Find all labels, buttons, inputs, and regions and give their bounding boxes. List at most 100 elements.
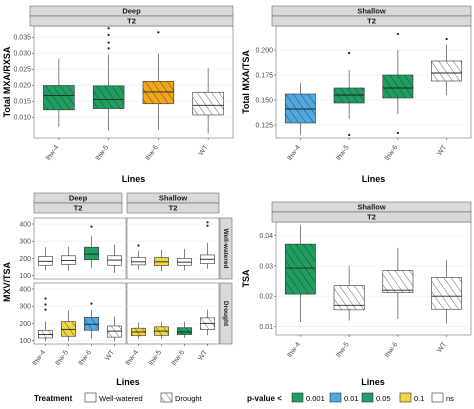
legend-key-pvalue xyxy=(361,392,374,403)
box-lhw-6 xyxy=(142,31,175,130)
panels-layer: 0.010 0.015 0.020 0.025 0.030 0.035 lhw-4 lhw-5… xyxy=(2,5,472,387)
outlier-point xyxy=(107,47,110,50)
plot-area xyxy=(126,217,220,280)
outlier-point xyxy=(396,131,399,135)
strip-sub-C-shallow-bg xyxy=(126,202,220,214)
strip-top-B: Shallow xyxy=(357,7,386,16)
box-lhw-4 xyxy=(38,247,53,271)
legend-pvalue-label: ns xyxy=(446,394,454,403)
strip-sub-D: T2 xyxy=(367,213,376,222)
x-tick-label: WT xyxy=(104,349,116,363)
y-tick-label: 300 xyxy=(19,239,31,246)
x-tick-label: lhw-4 xyxy=(287,144,302,162)
box-hatch xyxy=(431,277,462,310)
strip-top-A: Deep xyxy=(122,7,141,16)
y-tick-label: 0.020 xyxy=(13,83,31,90)
x-tick-label: lhw-6 xyxy=(145,144,160,162)
outlier-point xyxy=(44,297,47,300)
y-tick-label: 0.035 xyxy=(13,35,31,42)
y-tick-label: 100 xyxy=(19,338,31,345)
strip-sub-A-bg xyxy=(29,15,234,27)
box-hatch xyxy=(285,244,316,295)
x-tick-label: lhw-5 xyxy=(55,349,70,367)
outlier-point xyxy=(44,303,47,306)
plot-area xyxy=(33,217,127,280)
panel-C: Well-watered Drought 100 200 300 400 100 200 300… xyxy=(2,217,233,367)
box-lhw-5 xyxy=(154,249,169,272)
y-tick-label: 0.175 xyxy=(255,72,273,79)
strip-sub-C-shallow: T2 xyxy=(169,204,178,213)
x-tick-label: lhw-5 xyxy=(148,349,163,367)
outlier-point xyxy=(107,41,110,44)
box-hatch xyxy=(382,75,413,98)
strip-side-bg xyxy=(219,282,233,345)
legend-pvalue-title: p-value < xyxy=(247,394,282,403)
y-tick-label: 0.025 xyxy=(13,67,31,74)
strip-side-label: Well-watered xyxy=(222,229,229,269)
outlier-point xyxy=(90,225,93,228)
y-tick-label: 0.030 xyxy=(13,51,31,58)
y-axis-title: MXV/TSA xyxy=(2,262,12,303)
strip-side-label: Drought xyxy=(222,301,229,327)
box-hatch xyxy=(43,85,75,110)
y-tick-label: 400 xyxy=(19,286,31,293)
legend: Treatment Well-watered Drought p-value < 0.0… xyxy=(34,392,454,403)
legend-pvalue-label: 0.01 xyxy=(344,394,359,403)
strip-sub-B: T2 xyxy=(367,17,376,26)
outlier-point xyxy=(107,33,110,37)
box-lhw-4 xyxy=(38,297,53,342)
legend-key-pvalue xyxy=(431,392,444,403)
box-lhw-4 xyxy=(131,244,146,270)
legend-key-pvalue xyxy=(329,392,342,403)
x-axis-title: Lines xyxy=(361,377,385,387)
y-tick-label: 0.125 xyxy=(255,122,273,129)
strip-top-C-shallow: Shallow xyxy=(159,194,188,203)
box-body xyxy=(84,246,99,261)
y-tick-label: 0.03 xyxy=(259,263,273,270)
box-hatch xyxy=(142,81,174,104)
plot-area xyxy=(33,25,234,139)
legend-key-hatch xyxy=(161,393,172,402)
panel-B: 0.125 0.150 0.175 0.200 lhw-4 lhw-5 lhw-6 WT Tot… xyxy=(241,25,472,184)
y-axis-title: Total MXA/TSA xyxy=(241,50,251,114)
box-body xyxy=(131,257,146,266)
panel-A: 0.010 0.015 0.020 0.025 0.030 0.035 lhw-4 lhw-5… xyxy=(2,25,234,184)
x-tick-label: WT xyxy=(198,144,210,158)
x-tick-label: lhw-5 xyxy=(335,341,350,359)
box-WT xyxy=(200,309,215,336)
box-lhw-5 xyxy=(61,310,76,342)
box-lhw-4 xyxy=(284,225,316,322)
box-lhw-4 xyxy=(43,58,75,127)
legend-pvalue-label: 0.05 xyxy=(376,394,391,403)
x-tick-label: WT xyxy=(436,144,448,158)
y-tick-label: 200 xyxy=(19,321,31,328)
x-tick-label: WT xyxy=(197,349,209,363)
y-tick-label: 0.010 xyxy=(13,115,31,122)
strip-top-C-deep: Deep xyxy=(69,194,88,203)
outlier-point xyxy=(44,308,47,311)
x-tick-label: lhw-4 xyxy=(32,349,47,367)
legend-key-pvalue xyxy=(399,392,412,403)
strip-sub-C-deep-bg xyxy=(33,202,123,214)
y-tick-label: 200 xyxy=(19,256,31,263)
legend-treatment-label: Well-watered xyxy=(99,394,143,403)
y-tick-label: 0.04 xyxy=(259,233,273,240)
strip-sub-B-bg xyxy=(271,15,472,27)
box-lhw-5 xyxy=(92,27,125,131)
box-WT xyxy=(107,316,122,342)
y-tick-label: 400 xyxy=(19,221,31,228)
y-tick-label: 0.01 xyxy=(259,324,273,331)
box-hatch xyxy=(431,61,462,81)
outlier-point xyxy=(445,37,448,41)
panel-D: 0.01 0.02 0.03 0.04 lhw-4 lhw-5 lhw-6 WT TSA xyxy=(241,221,472,359)
x-axis-title: Lines xyxy=(362,174,386,184)
x-tick-label: lhw-6 xyxy=(384,341,399,359)
x-tick-label: lhw-6 xyxy=(384,144,399,162)
box-lhw-5 xyxy=(61,246,76,271)
box-lhw-5 xyxy=(154,321,169,339)
outlier-point xyxy=(157,31,160,34)
y-tick-label: 0.150 xyxy=(255,97,273,104)
box-WT xyxy=(431,259,463,324)
box-lhw-6 xyxy=(382,32,414,135)
